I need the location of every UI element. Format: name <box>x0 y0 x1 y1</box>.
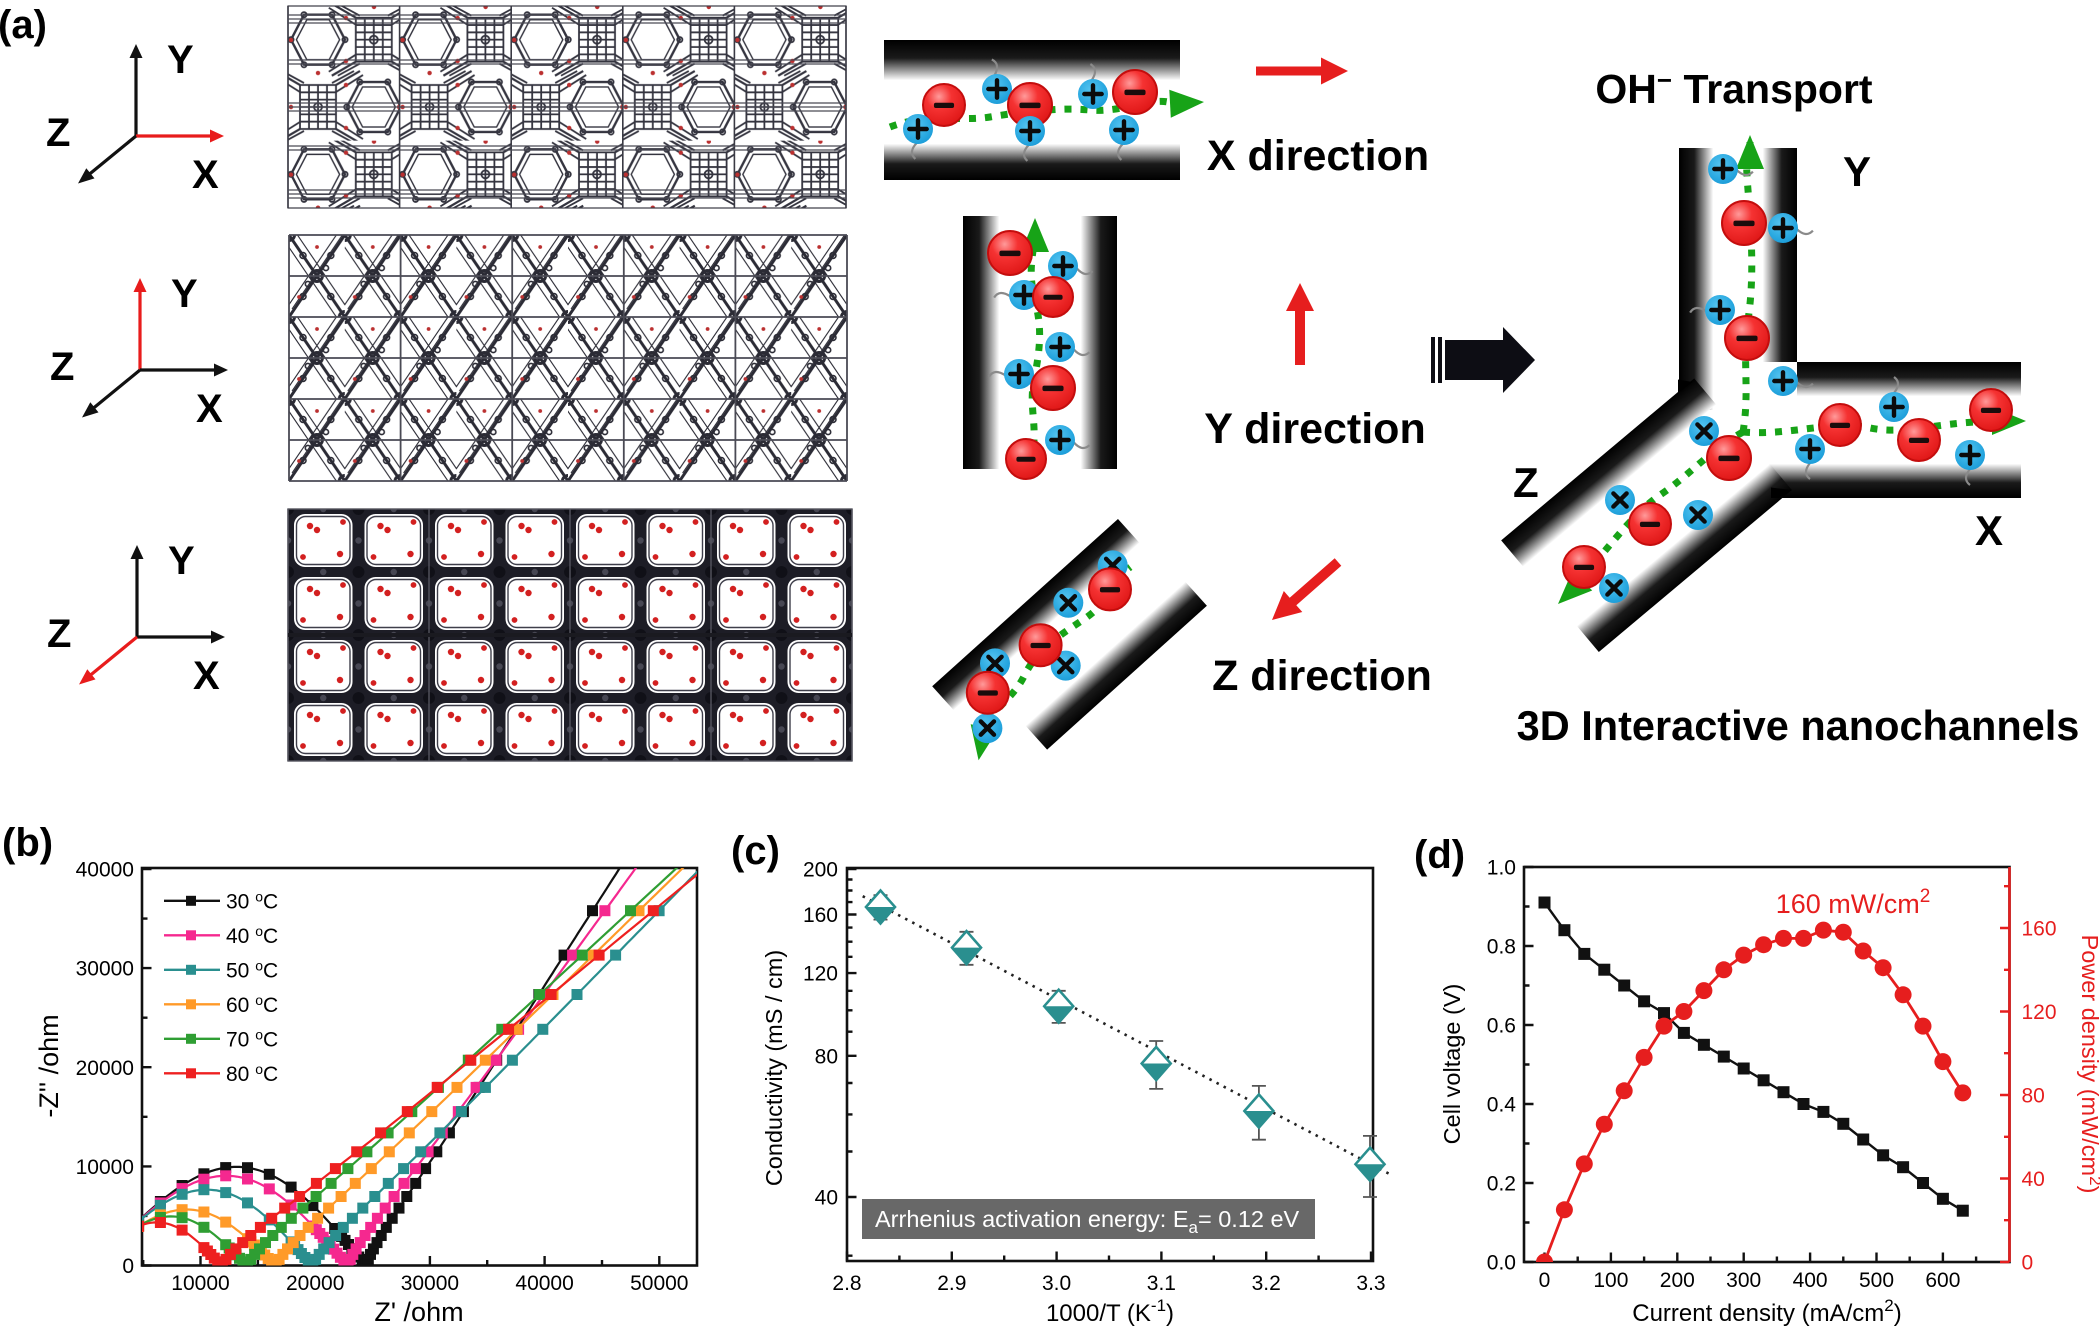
svg-text:80: 80 <box>2022 1085 2045 1108</box>
svg-text:0.8: 0.8 <box>1487 936 1516 959</box>
svg-text:0.4: 0.4 <box>1487 1094 1517 1117</box>
svg-text:20000: 20000 <box>286 1272 344 1295</box>
svg-text:160: 160 <box>803 904 838 927</box>
svg-text:Current density (mA/cm2): Current density (mA/cm2) <box>1632 1296 1902 1327</box>
svg-text:40000: 40000 <box>515 1272 573 1295</box>
svg-text:Y: Y <box>167 38 194 82</box>
svg-text:OH− Transport: OH− Transport <box>1595 65 1873 112</box>
svg-text:3.2: 3.2 <box>1252 1272 1281 1295</box>
svg-text:0.0: 0.0 <box>1487 1252 1516 1275</box>
svg-text:2.9: 2.9 <box>937 1272 966 1295</box>
svg-text:400: 400 <box>1793 1269 1828 1292</box>
svg-text:Z: Z <box>1513 459 1539 506</box>
svg-text:300: 300 <box>1726 1269 1761 1292</box>
svg-text:Y: Y <box>1843 148 1871 195</box>
svg-text:3.1: 3.1 <box>1147 1272 1176 1295</box>
svg-text:80: 80 <box>815 1045 838 1068</box>
svg-text:40000: 40000 <box>76 859 134 882</box>
svg-text:0: 0 <box>1539 1269 1551 1292</box>
svg-text:60 oC: 60 oC <box>226 992 278 1017</box>
svg-text:X: X <box>192 153 219 197</box>
svg-text:Z: Z <box>50 345 74 389</box>
svg-text:200: 200 <box>1660 1269 1695 1292</box>
svg-text:50000: 50000 <box>630 1272 688 1295</box>
svg-text:30000: 30000 <box>76 958 134 981</box>
svg-text:(a): (a) <box>0 3 47 47</box>
svg-text:Conductivity (mS / cm): Conductivity (mS / cm) <box>761 950 787 1186</box>
svg-text:100: 100 <box>1593 1269 1628 1292</box>
svg-text:120: 120 <box>2022 1001 2057 1024</box>
svg-text:Cell voltage (V): Cell voltage (V) <box>1439 984 1465 1145</box>
svg-text:10000: 10000 <box>171 1272 229 1295</box>
svg-text:20000: 20000 <box>76 1057 134 1080</box>
svg-text:160: 160 <box>2022 918 2057 941</box>
svg-text:(c): (c) <box>731 829 780 873</box>
svg-text:10000: 10000 <box>76 1156 134 1179</box>
svg-text:X: X <box>193 654 220 698</box>
svg-text:Y: Y <box>168 539 195 583</box>
svg-text:40 oC: 40 oC <box>226 923 278 948</box>
svg-text:Y direction: Y direction <box>1204 405 1425 453</box>
svg-text:(d): (d) <box>1414 833 1465 877</box>
svg-text:600: 600 <box>1925 1269 1960 1292</box>
svg-text:-Z'' /ohm: -Z'' /ohm <box>34 1014 64 1117</box>
svg-text:(b): (b) <box>2 821 53 865</box>
svg-text:0.6: 0.6 <box>1487 1015 1516 1038</box>
svg-text:40: 40 <box>815 1187 838 1210</box>
svg-text:3D Interactive nanochannels: 3D Interactive nanochannels <box>1517 702 2080 749</box>
svg-text:30000: 30000 <box>401 1272 459 1295</box>
svg-text:Z: Z <box>46 111 70 155</box>
svg-text:70 oC: 70 oC <box>226 1026 278 1051</box>
svg-text:50 oC: 50 oC <box>226 957 278 982</box>
svg-text:30 oC: 30 oC <box>226 888 278 913</box>
svg-text:Power density (mW/cm2): Power density (mW/cm2) <box>2077 935 2100 1194</box>
svg-text:Arrhenius activation energy: E: Arrhenius activation energy: Ea= 0.12 eV <box>875 1206 1300 1237</box>
svg-text:X: X <box>1975 507 2003 554</box>
svg-text:Z direction: Z direction <box>1212 652 1432 700</box>
svg-text:1.0: 1.0 <box>1487 857 1516 880</box>
svg-text:160 mW/cm2: 160 mW/cm2 <box>1776 886 1931 919</box>
svg-text:200: 200 <box>803 859 838 882</box>
svg-text:0: 0 <box>122 1255 134 1278</box>
svg-text:3.0: 3.0 <box>1042 1272 1071 1295</box>
svg-text:80 oC: 80 oC <box>226 1061 278 1086</box>
svg-text:2.8: 2.8 <box>832 1272 861 1295</box>
svg-text:X: X <box>196 387 223 431</box>
svg-text:X direction: X direction <box>1207 132 1429 180</box>
svg-text:500: 500 <box>1859 1269 1894 1292</box>
svg-text:3.3: 3.3 <box>1356 1272 1385 1295</box>
svg-text:40: 40 <box>2022 1168 2045 1191</box>
svg-text:0: 0 <box>2022 1252 2034 1275</box>
svg-text:120: 120 <box>803 963 838 986</box>
svg-text:0.2: 0.2 <box>1487 1173 1516 1196</box>
svg-text:Z' /ohm: Z' /ohm <box>374 1297 463 1327</box>
svg-text:Y: Y <box>171 272 198 316</box>
svg-text:Z: Z <box>47 612 71 656</box>
